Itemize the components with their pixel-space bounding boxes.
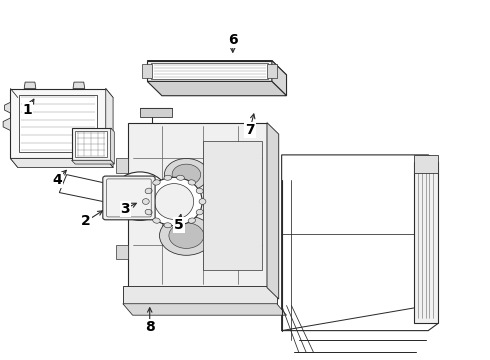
Circle shape [172,164,201,185]
Circle shape [169,223,204,248]
Polygon shape [267,64,277,78]
Polygon shape [111,128,114,164]
Polygon shape [19,95,97,152]
Polygon shape [123,286,277,304]
Ellipse shape [153,218,160,223]
Polygon shape [414,155,438,173]
Polygon shape [10,158,113,167]
Polygon shape [123,304,287,315]
Polygon shape [151,63,268,78]
Polygon shape [128,123,267,288]
Text: 8: 8 [145,320,155,334]
Text: 4: 4 [52,173,62,187]
Polygon shape [140,108,172,117]
Text: 2: 2 [81,214,91,228]
Ellipse shape [145,188,152,194]
Ellipse shape [188,218,196,223]
Ellipse shape [164,175,171,180]
Polygon shape [116,158,128,173]
Polygon shape [72,160,114,164]
Polygon shape [143,64,152,78]
Polygon shape [106,89,113,167]
Text: 7: 7 [245,123,255,137]
Polygon shape [147,60,272,81]
Polygon shape [59,175,189,218]
Ellipse shape [196,188,203,194]
Ellipse shape [153,180,160,185]
Polygon shape [72,128,111,160]
Polygon shape [116,202,128,216]
Polygon shape [73,82,85,89]
Ellipse shape [155,184,194,220]
Polygon shape [272,60,287,96]
Ellipse shape [176,175,184,180]
Polygon shape [10,89,106,158]
Ellipse shape [143,199,149,204]
Ellipse shape [146,177,202,226]
Polygon shape [75,131,107,157]
Polygon shape [147,81,287,96]
Circle shape [159,216,213,255]
Text: 3: 3 [121,202,130,216]
Ellipse shape [164,223,171,228]
Polygon shape [24,82,36,89]
Polygon shape [267,123,279,299]
Ellipse shape [188,180,196,185]
Text: 5: 5 [174,218,184,232]
Text: 6: 6 [228,33,238,47]
Ellipse shape [196,209,203,215]
Ellipse shape [145,209,152,215]
Polygon shape [116,244,128,259]
Text: 1: 1 [23,103,32,117]
Polygon shape [147,60,287,75]
Ellipse shape [112,172,168,220]
Circle shape [164,158,208,191]
Polygon shape [3,118,10,131]
Polygon shape [282,155,438,330]
Polygon shape [4,102,10,113]
Ellipse shape [176,223,184,228]
Polygon shape [414,162,438,323]
Polygon shape [203,140,262,270]
FancyBboxPatch shape [103,176,155,220]
Ellipse shape [199,199,206,204]
